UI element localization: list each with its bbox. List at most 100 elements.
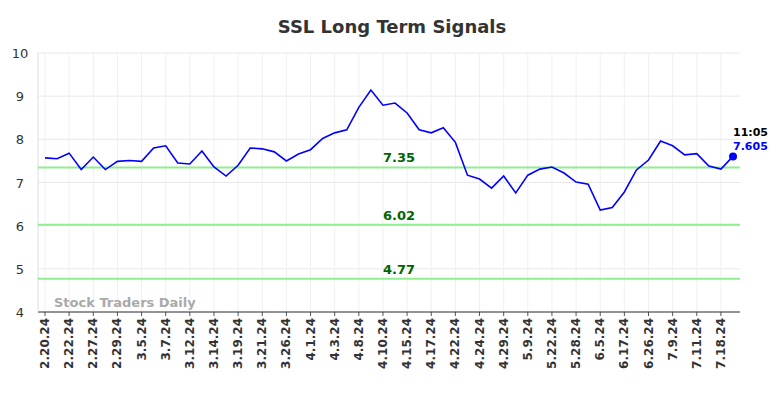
level-line xyxy=(38,224,740,226)
grid-line-x xyxy=(672,53,673,312)
x-tick xyxy=(165,312,166,316)
grid-line-x xyxy=(455,53,456,312)
grid-line-x xyxy=(117,53,118,312)
x-tick xyxy=(696,312,697,316)
x-tick xyxy=(600,312,601,316)
x-tick-label: 5.22.24 xyxy=(545,318,559,369)
x-tick xyxy=(407,312,408,316)
x-tick-label: 7.9.24 xyxy=(666,318,680,361)
grid-line xyxy=(38,96,740,97)
grid-line-x xyxy=(696,53,697,312)
x-tick-label: 2.22.24 xyxy=(62,318,76,369)
last-point xyxy=(729,152,737,160)
x-tick xyxy=(358,312,359,316)
x-tick-label: 6.26.24 xyxy=(642,318,656,369)
x-tick xyxy=(503,312,504,316)
grid-line-x xyxy=(624,53,625,312)
x-tick xyxy=(431,312,432,316)
x-tick xyxy=(45,312,46,316)
x-tick xyxy=(117,312,118,316)
x-tick-label: 3.14.24 xyxy=(207,318,221,369)
y-tick-label: 7 xyxy=(16,176,24,191)
grid-line-x xyxy=(527,53,528,312)
grid-line-x xyxy=(431,53,432,312)
x-tick xyxy=(93,312,94,316)
x-tick-label: 4.15.24 xyxy=(400,318,414,369)
grid-line-x xyxy=(286,53,287,312)
chart: SSL Long Term Signals456789102.20.242.22… xyxy=(0,0,784,398)
y-tick-label: 10 xyxy=(12,46,29,61)
x-tick xyxy=(189,312,190,316)
x-tick-label: 4.22.24 xyxy=(448,318,462,369)
grid-line-x xyxy=(479,53,480,312)
grid-line-x xyxy=(720,53,721,312)
x-tick-label: 4.1.24 xyxy=(304,318,318,361)
x-tick xyxy=(141,312,142,316)
y-tick-label: 9 xyxy=(16,89,24,104)
x-tick xyxy=(624,312,625,316)
x-tick xyxy=(576,312,577,316)
grid-line xyxy=(38,53,740,54)
x-tick xyxy=(479,312,480,316)
grid-line-x xyxy=(334,53,335,312)
x-tick-label: 2.27.24 xyxy=(86,318,100,369)
grid-line-x xyxy=(503,53,504,312)
x-tick-label: 3.26.24 xyxy=(279,318,293,369)
x-tick-label: 4.3.24 xyxy=(328,318,342,361)
x-tick xyxy=(213,312,214,316)
grid-line-x xyxy=(45,53,46,312)
grid-line-x xyxy=(262,53,263,312)
x-tick xyxy=(286,312,287,316)
price-line xyxy=(45,90,733,210)
x-tick-label: 6.5.24 xyxy=(593,318,607,361)
x-tick-label: 4.17.24 xyxy=(424,318,438,369)
time-annotation: 11:05 xyxy=(733,126,768,139)
x-tick xyxy=(551,312,552,316)
level-label: 6.02 xyxy=(383,208,415,223)
x-tick xyxy=(455,312,456,316)
grid-line-x xyxy=(600,53,601,312)
grid-line-x xyxy=(648,53,649,312)
title: SSL Long Term Signals xyxy=(278,16,507,37)
plot-area xyxy=(45,90,737,210)
x-tick xyxy=(672,312,673,316)
grid-line xyxy=(38,225,740,226)
x-axis xyxy=(38,312,740,313)
x-tick xyxy=(310,312,311,316)
grid-line-x xyxy=(93,53,94,312)
watermark: Stock Traders Daily xyxy=(54,295,196,310)
x-tick-label: 4.8.24 xyxy=(352,318,366,361)
x-tick-label: 3.21.24 xyxy=(255,318,269,369)
x-tick-label: 6.17.24 xyxy=(617,318,631,369)
x-tick-label: 3.5.24 xyxy=(135,318,149,361)
grid-line-x xyxy=(238,53,239,312)
level-label: 7.35 xyxy=(383,150,415,165)
y-axis xyxy=(38,53,39,312)
level-line xyxy=(38,166,740,168)
x-tick-label: 4.10.24 xyxy=(376,318,390,369)
grid-line xyxy=(38,182,740,183)
grid-line-x xyxy=(213,53,214,312)
x-tick-label: 5.9.24 xyxy=(521,318,535,361)
x-tick-label: 7.18.24 xyxy=(714,318,728,369)
x-tick xyxy=(648,312,649,316)
grid-line-x xyxy=(141,53,142,312)
y-tick-label: 8 xyxy=(16,132,24,147)
grid-line xyxy=(38,139,740,140)
grid-line-x xyxy=(189,53,190,312)
level-line xyxy=(38,278,740,280)
last-value-label: 7.605 xyxy=(733,140,768,153)
x-tick xyxy=(69,312,70,316)
x-tick xyxy=(382,312,383,316)
x-tick-label: 2.20.24 xyxy=(38,318,52,369)
x-tick-label: 3.12.24 xyxy=(183,318,197,369)
y-tick-label: 5 xyxy=(16,262,24,277)
x-tick xyxy=(262,312,263,316)
x-tick-label: 4.29.24 xyxy=(497,318,511,369)
y-tick-label: 4 xyxy=(16,305,24,320)
x-tick-label: 5.28.24 xyxy=(569,318,583,369)
grid-line-x xyxy=(551,53,552,312)
x-tick-label: 3.19.24 xyxy=(231,318,245,369)
x-tick xyxy=(334,312,335,316)
grid-line-x xyxy=(165,53,166,312)
